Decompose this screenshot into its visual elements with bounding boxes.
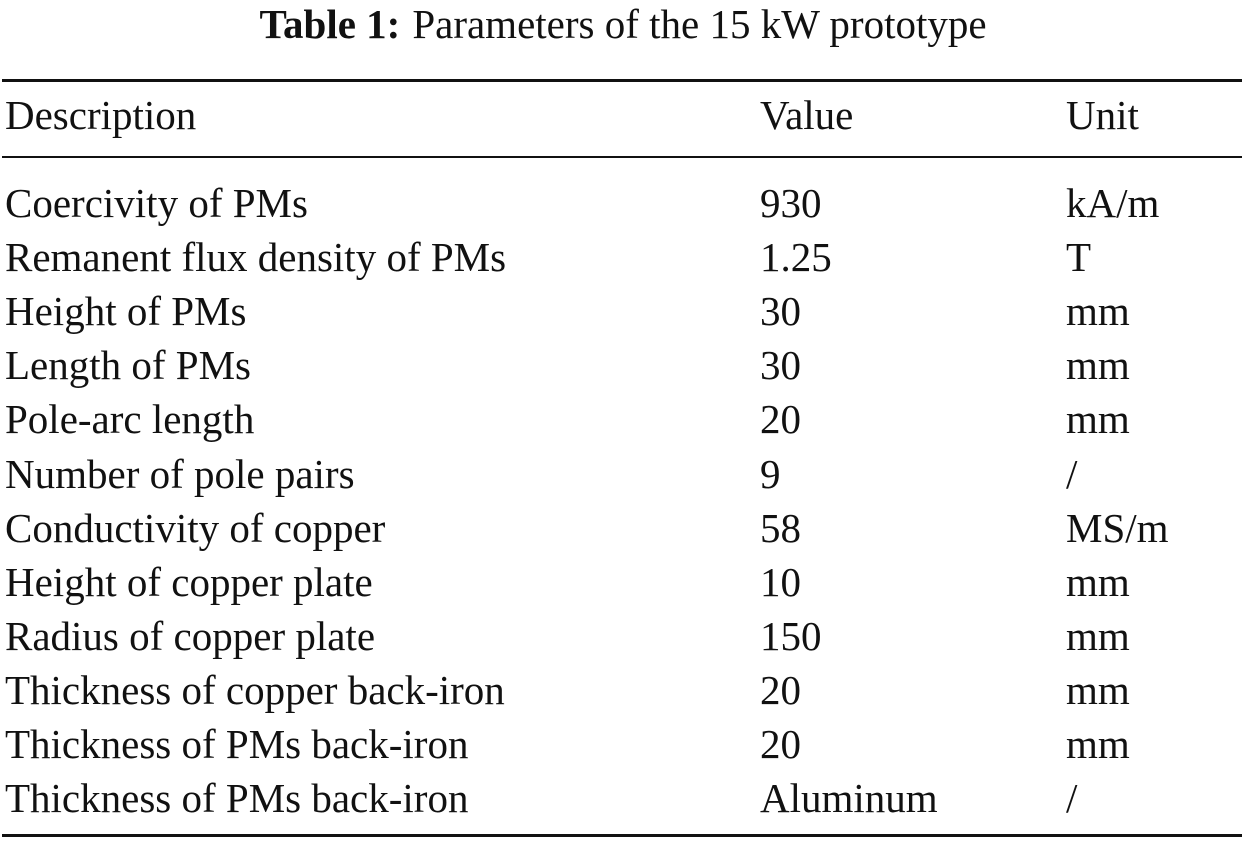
cell-value: 1.25 xyxy=(760,234,832,281)
cell-unit: mm xyxy=(1066,342,1130,389)
cell-description: Pole-arc length xyxy=(5,396,255,443)
cell-unit: / xyxy=(1066,775,1078,822)
cell-description: Thickness of copper back-iron xyxy=(5,666,505,713)
header-description: Description xyxy=(5,92,197,138)
cell-unit: T xyxy=(1066,234,1092,281)
cell-description: Radius of copper plate xyxy=(5,612,376,659)
cell-description: Number of pole pairs xyxy=(5,450,355,497)
cell-value: 20 xyxy=(760,396,801,443)
cell-value: 930 xyxy=(760,180,822,226)
header-unit: Unit xyxy=(1066,92,1139,138)
bottom-rule xyxy=(2,834,1242,837)
cell-unit: mm xyxy=(1066,721,1130,767)
cell-description: Thickness of PMs back-iron xyxy=(5,775,469,822)
cell-value: Aluminum xyxy=(760,775,938,822)
cell-unit: mm xyxy=(1066,396,1130,443)
cell-description: Thickness of PMs back-iron xyxy=(5,721,469,767)
mid-rule xyxy=(2,156,1242,158)
cell-unit: mm xyxy=(1066,666,1130,713)
cell-unit: kA/m xyxy=(1066,180,1160,226)
caption: Table 1: Parameters of the 15 kW prototyp… xyxy=(0,0,1246,48)
cell-unit: mm xyxy=(1066,288,1130,335)
cell-unit: / xyxy=(1066,450,1078,497)
cell-description: Coercivity of PMs xyxy=(5,180,308,226)
cell-unit: mm xyxy=(1066,612,1130,659)
cell-value: 10 xyxy=(760,558,801,605)
cell-description: Length of PMs xyxy=(5,342,251,389)
cell-description: Remanent flux density of PMs xyxy=(5,234,507,281)
cell-description: Height of PMs xyxy=(5,288,247,335)
cell-description: Height of copper plate xyxy=(5,558,373,605)
top-rule xyxy=(2,79,1242,82)
cell-value: 58 xyxy=(760,504,801,551)
caption-text: Parameters of the 15 kW prototype xyxy=(412,1,987,47)
cell-value: 20 xyxy=(760,666,801,713)
cell-value: 30 xyxy=(760,288,801,335)
cell-unit: MS/m xyxy=(1066,504,1169,551)
caption-label: Table 1: xyxy=(259,1,401,47)
cell-value: 30 xyxy=(760,342,801,389)
cell-value: 20 xyxy=(760,721,801,767)
cell-description: Conductivity of copper xyxy=(5,504,386,551)
header-value: Value xyxy=(760,92,854,138)
cell-value: 9 xyxy=(760,450,781,497)
cell-unit: mm xyxy=(1066,558,1130,605)
cell-value: 150 xyxy=(760,612,822,659)
